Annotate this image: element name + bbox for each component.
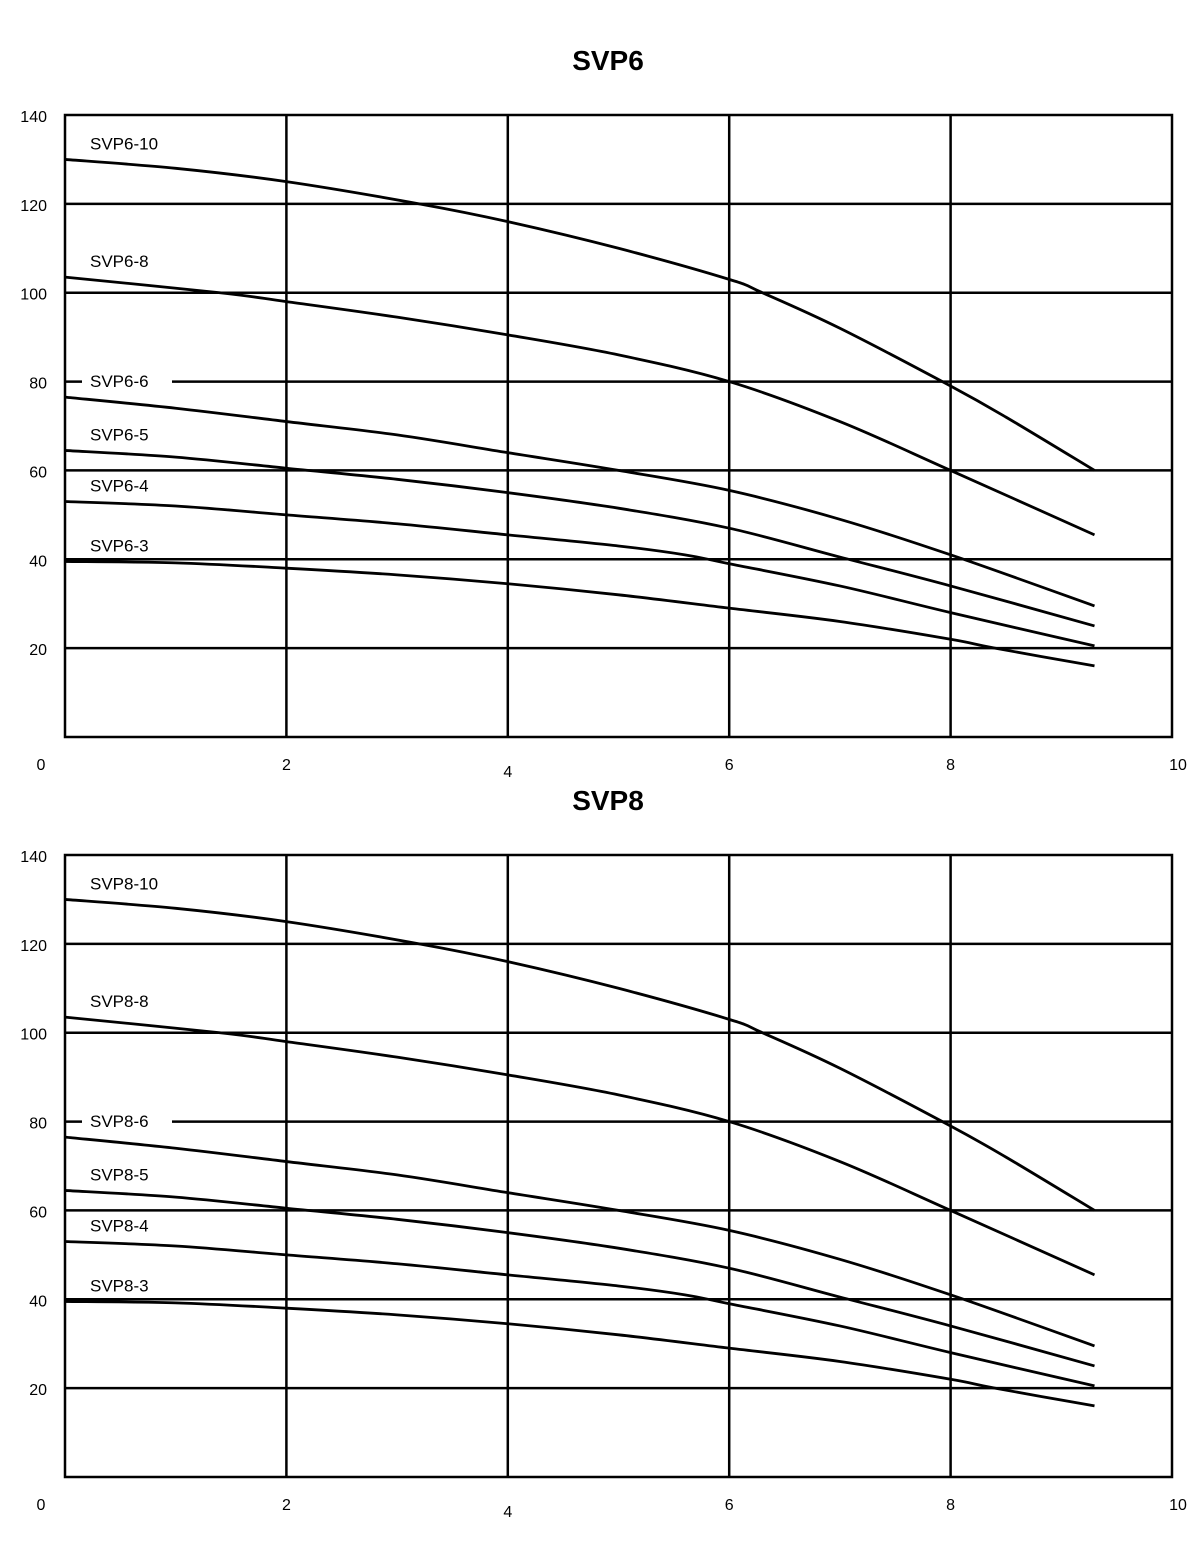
series-label: SVP8-4 [90,1217,149,1236]
series-line-svp8-4 [64,1240,1095,1388]
series-line-svp8-10 [64,898,1096,1212]
y-tick-label: 80 [29,1116,47,1133]
series-label: SVP6-4 [90,477,149,496]
series-line-svp8-5 [64,1189,1095,1368]
series-line-svp8-6 [64,1135,1095,1348]
x-tick-label: 6 [725,1497,734,1514]
series-label-bg [82,872,172,895]
series-line-svp8-8 [64,1015,1096,1277]
x-tick-label: 0 [37,1497,46,1514]
x-tick-label: 2 [282,1497,291,1514]
series-label: SVP8-6 [90,1112,149,1131]
series-line-svp8-3 [64,1300,1095,1408]
y-tick-label: 20 [29,642,47,659]
x-tick-label: 6 [725,757,734,774]
series-label-bg [82,1274,172,1297]
chart-svp6: SVP6 20 40 60 80 100 120 140 0 2 4 6 8 10 SVP6-10 SVP6-… [20,45,1187,781]
series-label-bg [82,1214,172,1237]
series-label-bg [82,250,172,273]
series-label: SVP8-8 [90,992,149,1011]
y-tick-label: 40 [29,1293,47,1310]
series-label-bg [82,423,172,446]
series-line-svp6-4 [64,500,1095,648]
chart-svp8: SVP8 20 40 60 80 100 120 140 0 2 4 6 8 10 SVP8-10 SVP8-… [20,785,1187,1521]
series-label-bg [82,534,172,557]
y-tick-label: 60 [29,464,47,481]
x-tick-label: 8 [946,1497,955,1514]
series-label-bg [82,474,172,497]
series-label: SVP6-8 [90,252,149,271]
x-tick-label: 0 [37,757,46,774]
y-tick-label: 80 [29,376,47,393]
series-label: SVP6-10 [90,134,158,153]
series-label: SVP8-3 [90,1277,149,1296]
y-tick-label: 40 [29,553,47,570]
y-tick-label: 140 [20,849,47,866]
y-tick-label: 120 [20,938,47,955]
series-label-bg [82,990,172,1013]
x-tick-label: 4 [503,764,512,781]
y-tick-label: 60 [29,1204,47,1221]
y-tick-label: 120 [20,198,47,215]
series-label: SVP6-3 [90,537,149,556]
series-line-svp6-10 [64,158,1096,472]
x-tick-label: 2 [282,757,291,774]
series-label: SVP8-10 [90,874,158,893]
series-label: SVP8-5 [90,1165,149,1184]
plot-frame [63,853,1174,1479]
y-tick-label: 100 [20,1027,47,1044]
y-tick-label: 20 [29,1382,47,1399]
x-tick-label: 10 [1169,757,1187,774]
series-line-svp6-5 [64,449,1095,628]
series-label-bg [82,132,172,155]
series-line-svp6-6 [64,395,1095,608]
series-label-bg [82,1163,172,1186]
plot-frame [63,113,1174,739]
chart-title: SVP8 [572,785,644,816]
series-label: SVP6-6 [90,372,149,391]
x-tick-label: 8 [946,757,955,774]
series-line-svp6-3 [64,560,1095,668]
chart-title: SVP6 [572,45,644,76]
x-tick-label: 4 [503,1504,512,1521]
series-label-bg [82,1110,172,1133]
series-label-bg [82,370,172,393]
series-label: SVP6-5 [90,425,149,444]
series-line-svp6-8 [64,275,1096,537]
y-tick-label: 140 [20,109,47,126]
x-tick-label: 10 [1169,1497,1187,1514]
y-tick-label: 100 [20,287,47,304]
